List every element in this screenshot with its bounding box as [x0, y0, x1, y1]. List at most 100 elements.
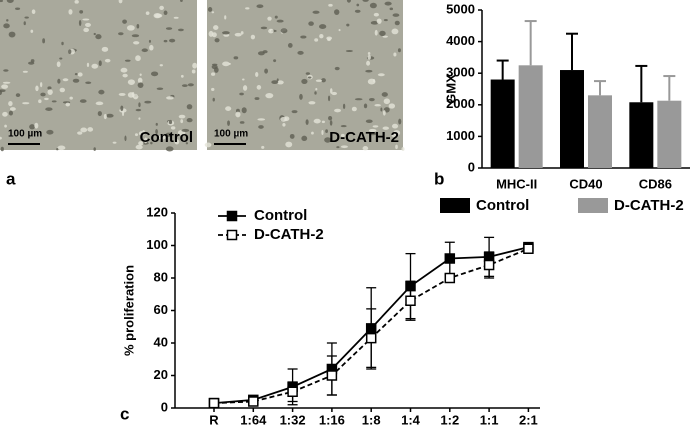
cell [180, 0, 183, 2]
x-tick-label: 1:1 [480, 412, 499, 427]
cell [136, 24, 140, 29]
cell [181, 128, 190, 133]
cell [133, 41, 140, 45]
cell [301, 135, 308, 142]
cell [57, 78, 61, 84]
y-tick-label: 3000 [446, 65, 475, 80]
cell [3, 69, 9, 72]
cell [165, 132, 172, 137]
x-tick-label: CD86 [639, 176, 672, 191]
y-tick-label: 5000 [446, 1, 475, 16]
cell [329, 120, 333, 126]
cell [342, 103, 346, 109]
x-tick-label: 2:1 [519, 412, 538, 427]
cell [124, 135, 127, 142]
cell [0, 89, 6, 93]
cell [319, 33, 324, 39]
cell [47, 89, 53, 95]
cell [312, 10, 320, 14]
cell [363, 103, 368, 109]
cell [6, 0, 14, 3]
cell [80, 127, 88, 133]
cell [8, 101, 13, 107]
panel-label: b [434, 169, 444, 188]
cell [155, 122, 158, 126]
cell [118, 32, 124, 36]
cell [4, 124, 7, 128]
cell [145, 11, 150, 15]
cell [392, 13, 400, 17]
x-tick-label: 1:32 [280, 412, 306, 427]
x-tick-label: 1:2 [440, 412, 459, 427]
cell [324, 137, 332, 143]
cell [135, 144, 143, 150]
cell [141, 48, 148, 53]
cell [138, 102, 141, 108]
cell [267, 16, 272, 21]
cell [282, 122, 286, 127]
cell [204, 142, 212, 148]
cell [138, 131, 145, 136]
cell [131, 34, 140, 38]
cell [256, 4, 264, 9]
cell [120, 67, 128, 73]
cell [351, 106, 357, 112]
cell [354, 98, 363, 101]
cell [274, 15, 278, 19]
cell [180, 74, 184, 78]
cell [77, 131, 83, 135]
cell [34, 122, 39, 129]
cell [338, 29, 341, 32]
cell [291, 110, 298, 114]
cell [138, 117, 141, 120]
cell [79, 10, 84, 14]
cell [28, 61, 35, 65]
panel-label: a [6, 169, 16, 188]
cell [314, 91, 317, 95]
marker [326, 370, 338, 381]
cell [40, 82, 43, 88]
marker [365, 332, 377, 344]
cell [354, 9, 361, 13]
y-tick-label: 80 [154, 269, 168, 284]
cell [69, 96, 73, 100]
cell [372, 125, 379, 128]
cell [118, 0, 123, 4]
cell [134, 133, 139, 137]
legend-label: D-CATH-2 [614, 197, 684, 214]
cell [59, 87, 66, 93]
y-tick-label: 20 [154, 367, 168, 382]
cell [23, 21, 26, 26]
cell [192, 62, 198, 69]
cell [0, 136, 2, 140]
cell [327, 38, 331, 42]
cell [98, 60, 102, 67]
legend-label: Control [476, 197, 529, 214]
cell [264, 68, 268, 74]
bar [490, 79, 515, 168]
bar [518, 65, 543, 168]
cell [389, 7, 394, 11]
cell [118, 92, 126, 96]
legend-label: D-CATH-2 [254, 226, 324, 243]
cell [74, 0, 79, 4]
cell [59, 57, 63, 60]
cell [85, 81, 92, 84]
cell [382, 126, 389, 130]
cell [308, 101, 316, 105]
cell [165, 27, 173, 30]
cell [29, 124, 36, 130]
cell [383, 19, 388, 22]
y-tick-label: 0 [161, 399, 168, 414]
cell [65, 102, 71, 107]
cell [207, 7, 213, 12]
cell [22, 102, 30, 105]
cell [380, 107, 383, 112]
cell [257, 118, 266, 121]
cell [262, 50, 268, 54]
cell [367, 52, 371, 55]
y-tick-label: 4000 [446, 33, 475, 48]
cell [395, 144, 398, 150]
cell [214, 66, 219, 73]
cell [379, 30, 386, 37]
